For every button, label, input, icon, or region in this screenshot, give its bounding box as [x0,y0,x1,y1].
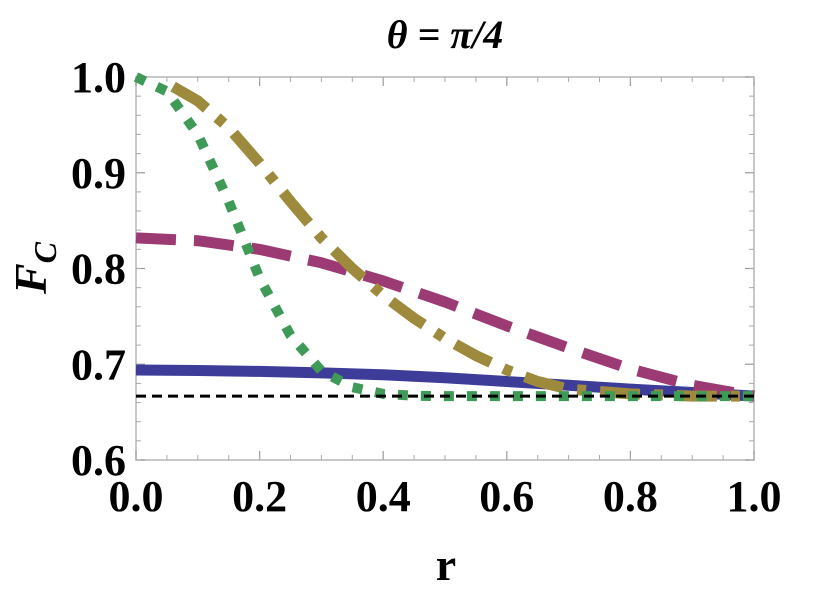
x-tick-label: 1.0 [727,472,782,521]
y-axis-label: FC [5,241,63,295]
x-tick-label: 0.8 [603,472,658,521]
series-line-solid [135,364,755,402]
x-tick-label: 0.0 [109,472,164,521]
series-line-dashed [135,232,755,402]
svg-text:FC: FC [5,241,63,295]
series-line-dotted [133,72,754,402]
chart-title: θ = π/4 [387,12,504,57]
y-axis-label-sub: C [27,241,63,263]
y-tick-label: 0.7 [71,340,126,389]
y-axis-label-main: F [5,263,56,295]
series-group [133,72,755,402]
y-tick-label: 0.6 [71,436,126,485]
x-tick-label: 0.4 [356,472,411,521]
tick-labels: 0.0 0.2 0.4 0.6 0.8 1.0 0.6 0.7 0.8 0.9 1.0 [71,53,782,521]
ticks [135,76,755,461]
y-tick-label: 0.8 [71,245,126,294]
series-line-dashdot [170,81,754,402]
y-tick-label: 0.9 [71,149,126,198]
plot-frame [135,76,755,461]
x-axis-label: r [436,539,456,590]
x-tick-label: 0.6 [479,472,534,521]
x-tick-label: 0.2 [232,472,287,521]
y-tick-label: 1.0 [71,53,126,102]
